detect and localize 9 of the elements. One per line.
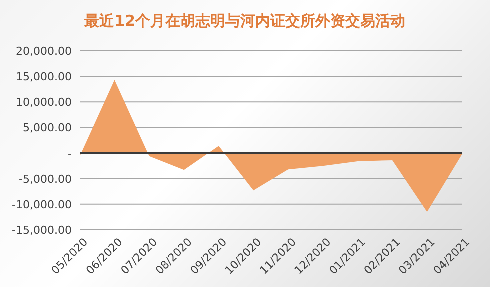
y-tick-label: -10,000.00 <box>12 198 72 212</box>
y-tick-label: 5,000.00 <box>23 122 72 135</box>
y-tick-label: -5,000.00 <box>19 172 72 186</box>
y-tick-label: 20,000.00 <box>16 45 72 58</box>
y-tick-label: - <box>68 147 72 160</box>
y-tick-label: 15,000.00 <box>16 70 72 84</box>
y-tick-label: -15,000.00 <box>12 224 72 237</box>
chart-title: 最近12个月在胡志明与河内证交所外资交易活动 <box>84 12 406 30</box>
y-tick-label: 10,000.00 <box>16 96 72 110</box>
